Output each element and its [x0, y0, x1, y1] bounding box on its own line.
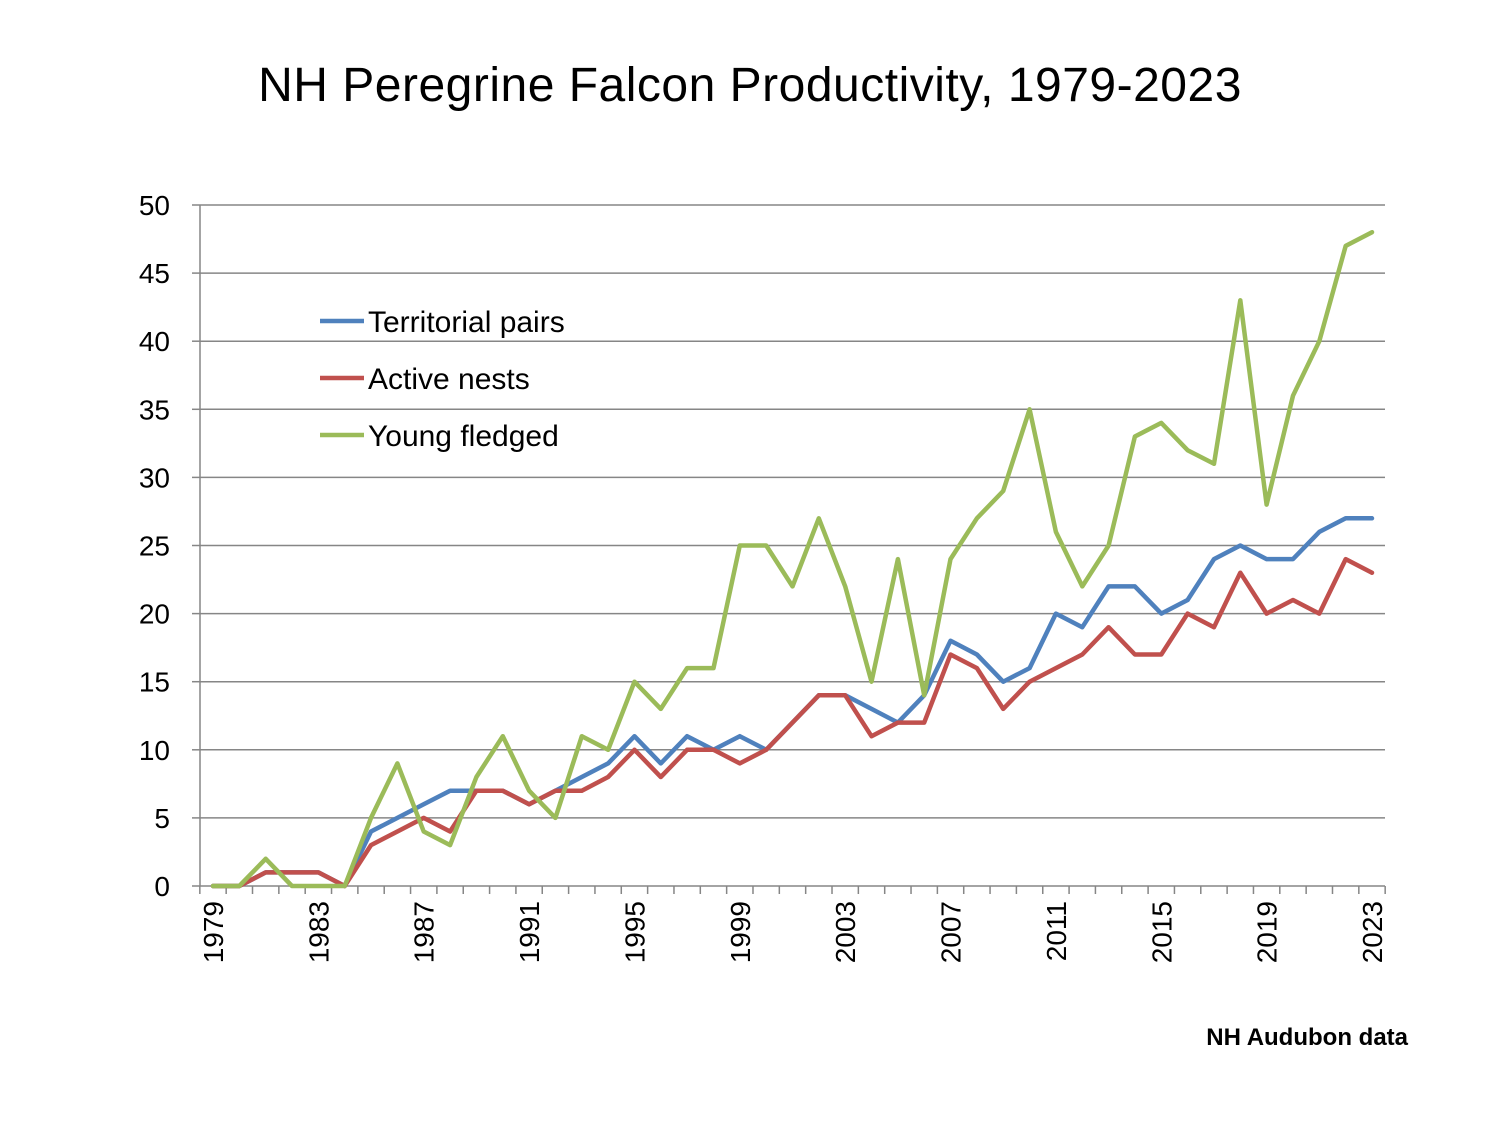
legend-label-active-nests: Active nests — [368, 363, 530, 396]
series-lines — [210, 229, 1375, 889]
x-tick-label-1991: 1991 — [514, 901, 545, 963]
x-tick-label-1979: 1979 — [198, 901, 229, 963]
gridlines — [200, 204, 1385, 819]
x-tick-label-2003: 2003 — [830, 901, 861, 963]
legend-label-territorial-pairs: Territorial pairs — [368, 306, 565, 339]
y-tick-label-45: 45 — [139, 258, 170, 289]
legend-label-young-fledged: Young fledged — [368, 420, 559, 453]
source-note: NH Audubon data — [1206, 1024, 1408, 1051]
y-tick-label-40: 40 — [139, 326, 170, 357]
y-tick-label-0: 0 — [154, 871, 170, 902]
x-tick-label-2015: 2015 — [1146, 901, 1177, 963]
x-tick-label-1999: 1999 — [725, 901, 756, 963]
y-tick-label-50: 50 — [139, 190, 170, 221]
x-tick-label-2011: 2011 — [1041, 901, 1072, 961]
y-tick-label-20: 20 — [139, 599, 170, 630]
y-tick-label-35: 35 — [139, 394, 170, 425]
x-tick-label-1995: 1995 — [619, 901, 650, 963]
series-line-territorial-pairs — [210, 516, 1375, 889]
x-tick-label-1987: 1987 — [409, 901, 440, 963]
series-line-young-fledged — [210, 229, 1375, 889]
x-tick-label-2019: 2019 — [1252, 901, 1283, 963]
legend: Territorial pairs Active nests Young fledg… — [320, 306, 565, 453]
chart-title: NH Peregrine Falcon Productivity, 1979-2… — [258, 59, 1242, 112]
y-tick-label-15: 15 — [139, 667, 170, 698]
x-tick-label-2007: 2007 — [936, 901, 967, 963]
axes: 0 5 10 15 20 25 30 35 40 45 50 1979 1983 1987 1991 1995… — [139, 190, 1388, 963]
x-tick-label-1983: 1983 — [303, 901, 334, 963]
x-tick-label-2023: 2023 — [1357, 901, 1388, 963]
y-tick-label-10: 10 — [139, 735, 170, 766]
y-tick-label-5: 5 — [154, 803, 170, 834]
y-tick-label-30: 30 — [139, 462, 170, 493]
y-tick-label-25: 25 — [139, 531, 170, 562]
series-line-active-nests — [210, 556, 1375, 889]
